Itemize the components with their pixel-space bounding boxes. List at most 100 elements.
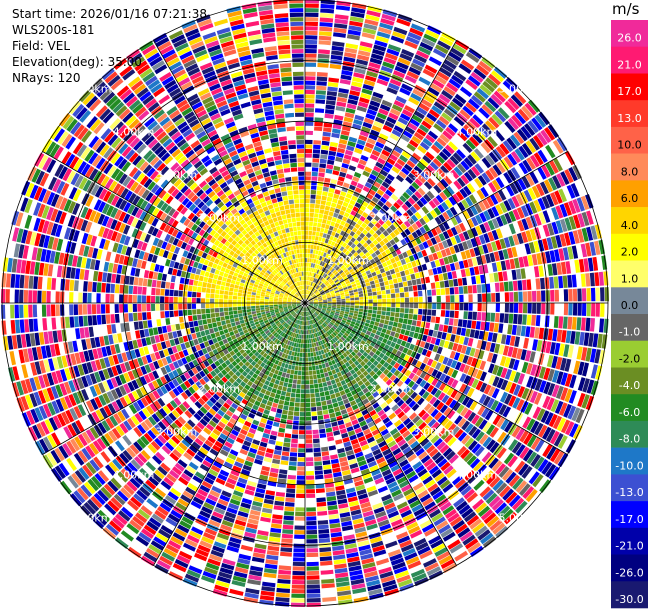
velocity-gate	[344, 52, 357, 59]
velocity-gate	[441, 32, 456, 43]
velocity-gate	[368, 336, 374, 341]
velocity-gate	[307, 295, 310, 300]
velocity-gate	[489, 476, 501, 488]
velocity-gate	[543, 367, 551, 381]
velocity-gate	[489, 322, 495, 332]
velocity-gate	[388, 112, 399, 121]
velocity-gate	[360, 321, 366, 326]
velocity-gate	[456, 344, 463, 353]
velocity-gate	[366, 285, 372, 290]
velocity-gate	[323, 268, 327, 273]
velocity-gate	[306, 470, 314, 476]
velocity-gate	[439, 339, 445, 347]
velocity-gate	[338, 338, 344, 343]
velocity-gate	[305, 0, 320, 4]
velocity-gate	[423, 33, 438, 43]
velocity-gate	[312, 429, 319, 435]
velocity-gate	[301, 330, 304, 335]
velocity-gate	[321, 261, 326, 267]
velocity-gate	[293, 411, 300, 416]
velocity-gate	[311, 407, 317, 412]
velocity-gate	[341, 303, 346, 305]
velocity-gate	[370, 185, 379, 192]
velocity-gate	[311, 258, 315, 263]
velocity-gate	[313, 299, 318, 302]
velocity-gate	[397, 117, 409, 126]
velocity-gate	[313, 298, 318, 301]
velocity-gate	[270, 430, 278, 436]
velocity-gate	[386, 371, 393, 379]
velocity-gate	[275, 592, 290, 598]
velocity-gate	[459, 188, 468, 199]
velocity-gate	[526, 451, 538, 465]
velocity-gate	[563, 344, 570, 358]
velocity-gate	[536, 340, 543, 352]
velocity-gate	[488, 374, 496, 385]
velocity-gate	[287, 415, 294, 420]
velocity-gate	[511, 324, 517, 336]
velocity-gate	[427, 309, 432, 316]
velocity-gate	[439, 258, 445, 266]
velocity-gate	[393, 355, 399, 362]
velocity-gate	[560, 171, 570, 185]
velocity-gate	[279, 469, 288, 475]
velocity-gate	[344, 222, 350, 228]
velocity-gate	[353, 245, 359, 252]
velocity-gate	[522, 303, 528, 314]
velocity-gate	[516, 325, 522, 336]
velocity-gate	[385, 540, 398, 549]
velocity-gate	[305, 407, 311, 412]
velocity-gate	[500, 334, 507, 345]
velocity-gate	[326, 310, 331, 313]
velocity-gate	[438, 233, 446, 242]
velocity-gate	[516, 348, 523, 360]
velocity-gate	[524, 243, 531, 255]
velocity-gate	[414, 352, 421, 360]
velocity-gate	[504, 292, 510, 302]
velocity-gate	[340, 329, 346, 334]
velocity-gate	[556, 371, 564, 385]
velocity-gate	[456, 404, 465, 414]
velocity-gate	[400, 134, 411, 143]
velocity-gate	[392, 278, 398, 284]
velocity-gate	[329, 375, 335, 381]
velocity-gate	[327, 254, 332, 260]
velocity-gate	[305, 48, 317, 54]
velocity-gate	[284, 363, 289, 369]
velocity-gate	[300, 343, 303, 348]
velocity-gate	[368, 189, 376, 196]
velocity-gate	[340, 296, 346, 299]
velocity-gate	[482, 244, 489, 254]
velocity-gate	[357, 219, 363, 226]
velocity-gate	[333, 165, 341, 172]
velocity-gate	[389, 382, 396, 389]
velocity-gate	[427, 289, 432, 296]
velocity-gate	[489, 441, 500, 454]
velocity-gate	[480, 274, 486, 284]
velocity-gate	[336, 304, 341, 307]
velocity-gate	[326, 293, 331, 296]
velocity-gate	[554, 289, 559, 302]
velocity-gate	[382, 124, 393, 133]
velocity-gate	[409, 118, 420, 127]
velocity-gate	[391, 129, 402, 138]
velocity-gate	[487, 136, 498, 148]
velocity-gate	[333, 264, 338, 269]
velocity-gate	[454, 234, 462, 244]
velocity-gate	[427, 130, 439, 140]
velocity-gate	[397, 322, 403, 329]
velocity-gate	[323, 287, 328, 291]
velocity-gate	[530, 437, 541, 450]
velocity-gate	[434, 411, 443, 421]
velocity-gate	[321, 145, 329, 151]
velocity-gate	[499, 282, 505, 292]
velocity-gate	[362, 229, 369, 236]
velocity-gate	[573, 360, 581, 375]
velocity-gates	[0, 0, 609, 608]
velocity-gate	[305, 85, 316, 90]
velocity-gate	[462, 355, 469, 364]
velocity-gate	[271, 518, 283, 524]
velocity-gate	[428, 56, 442, 66]
velocity-gate	[493, 251, 500, 262]
velocity-gate	[529, 391, 538, 404]
